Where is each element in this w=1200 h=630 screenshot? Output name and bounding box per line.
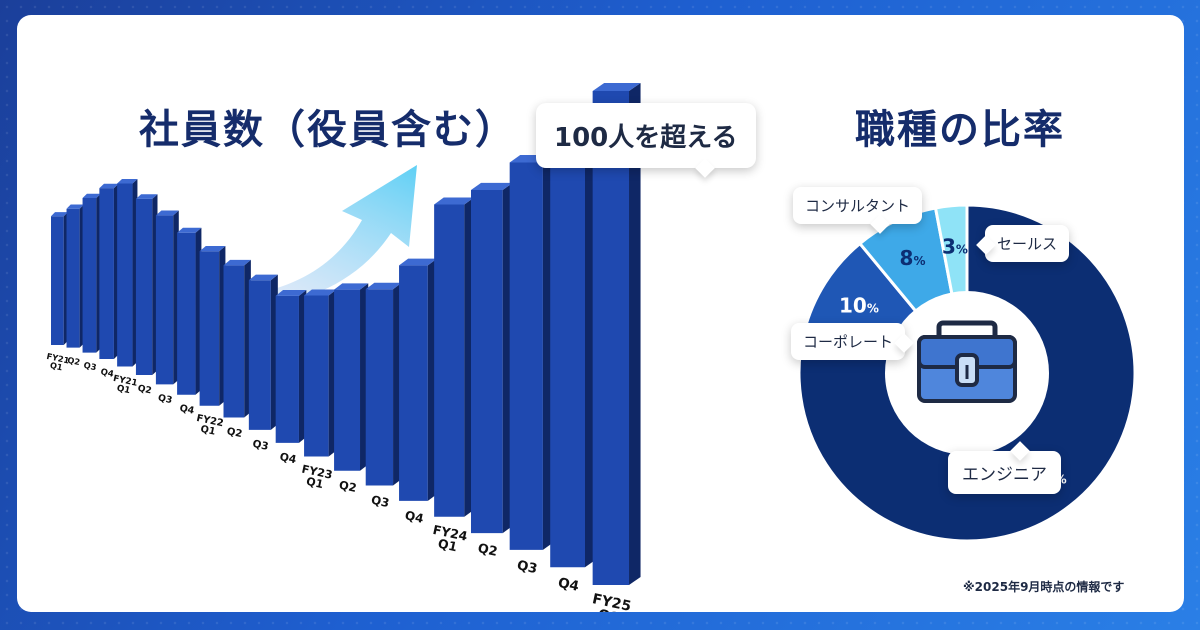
x-tick-label: FY23Q1 — [298, 463, 333, 493]
footnote: ※2025年9月時点の情報です — [963, 580, 1125, 594]
x-tick-label: Q4 — [556, 575, 580, 595]
slice-percent-label: 8% — [900, 246, 926, 270]
headcount-title: 社員数（役員含む） — [139, 107, 517, 153]
label-corporate: コーポレート — [791, 323, 914, 360]
x-tick-label: Q3 — [370, 493, 391, 510]
x-tick-label: Q3 — [83, 360, 98, 373]
x-tick-label: Q2 — [476, 541, 498, 560]
label-consulting-text: コンサルタント — [805, 197, 911, 215]
bar — [592, 83, 641, 585]
x-tick-label: Q2 — [226, 426, 244, 440]
trend-arrow-icon — [105, 165, 417, 309]
label-engineer: エンジニア — [948, 441, 1061, 494]
briefcase-icon — [917, 320, 1017, 403]
label-sales-text: セールス — [997, 235, 1058, 253]
role-ratio-donut-chart: 79%10%8%3% — [797, 203, 1137, 543]
x-tick-label: FY22Q1 — [193, 413, 224, 439]
label-sales: セールス — [976, 225, 1070, 262]
x-tick-label: FY21Q1 — [110, 374, 138, 398]
x-tick-label: Q4 — [279, 450, 299, 466]
label-corporate-text: コーポレート — [803, 333, 894, 351]
slice-percent-label: 10% — [839, 293, 879, 317]
callout-bubble: 100人を超える — [536, 103, 756, 178]
x-tick-label: Q4 — [404, 508, 425, 526]
x-tick-label: FY25Q1 — [588, 591, 633, 612]
ratio-title: 職種の比率 — [855, 107, 1065, 153]
bar-series — [51, 83, 641, 585]
label-engineer-text: エンジニア — [962, 465, 1047, 485]
slice-percent-label: 3% — [942, 235, 968, 259]
x-tick-label: FY24Q1 — [429, 522, 469, 556]
x-tick-label: Q4 — [100, 367, 115, 380]
x-tick-label: Q4 — [178, 403, 195, 417]
label-consulting: コンサルタント — [793, 187, 923, 234]
x-tick-label: Q3 — [515, 558, 538, 577]
x-tick-label: Q3 — [251, 438, 269, 453]
x-tick-label: Q3 — [157, 392, 173, 406]
x-tick-label: Q2 — [338, 478, 358, 495]
callout-text: 100人を超える — [554, 123, 738, 153]
infographic-card: 社員数（役員含む） 職種の比率 FY21Q1 Q2 Q3 Q4 FY21Q1 Q2 Q3 Q4… — [17, 15, 1184, 612]
x-tick-label: Q2 — [66, 355, 81, 367]
x-tick-label: FY21Q1 — [44, 351, 70, 374]
x-tick-label: Q2 — [137, 384, 153, 397]
